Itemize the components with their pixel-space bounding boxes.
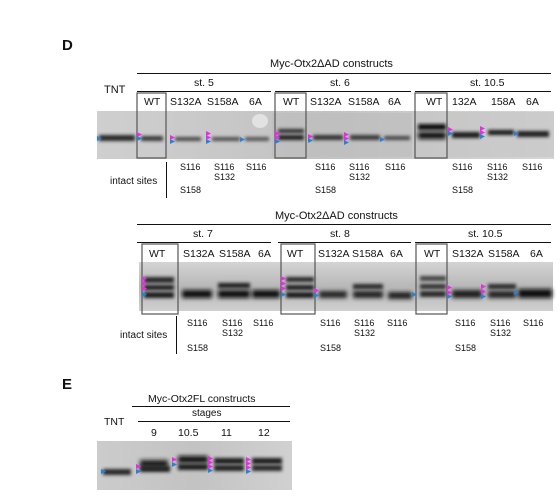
blot2-stage-2: st. 8	[330, 228, 350, 240]
blot1-stage-1: st. 5	[194, 77, 214, 89]
blot2-st7-sites-6a: S116	[253, 318, 274, 328]
blot1-stage-rule-2	[275, 91, 411, 92]
blot2-stage-1: st. 7	[193, 228, 213, 240]
blot1-st105-sites-s132a-1: S116	[452, 162, 473, 172]
panel-e-lane-label: 10.5	[178, 427, 199, 439]
blot1-tnt-label: TNT	[104, 84, 126, 96]
blot1-lane-label: WT	[144, 96, 161, 108]
blot1-st105-sites-s158a-1: S116	[487, 162, 508, 172]
blot1-stage-2: st. 6	[330, 77, 350, 89]
blot1-sites-s132a-2: S158	[180, 185, 202, 195]
blot1-st6-sites-s132a-1: S116	[315, 162, 336, 172]
blot1-lane-label: S158A	[207, 96, 239, 108]
blot2-st8-sites-s158a-1: S116	[354, 318, 375, 328]
blot2-lane-label: 6A	[258, 248, 271, 260]
blot1-lane-label: 6A	[388, 96, 401, 108]
blot2-st8-sites-s158a-2: S132	[354, 328, 376, 338]
blot2-st7-sites-s158a-1: S116	[222, 318, 243, 328]
panel-d-letter: D	[62, 37, 73, 54]
blot1-intact-bracket	[166, 162, 167, 198]
blot2-st105-sites-6a: S116	[523, 318, 544, 328]
blot1-st105-sites-s158a-2: S132	[487, 172, 509, 182]
blot2-stage-3: st. 10.5	[468, 228, 503, 240]
blot1-sites-6a: S116	[246, 162, 267, 172]
blot2-lane-label: WT	[424, 248, 441, 260]
blot2-lane-label: S158A	[488, 248, 520, 260]
blot1-intact-label: intact sites	[110, 176, 158, 187]
blot1-title-rule	[137, 73, 551, 74]
blot2-st7-sites-s158a-2: S132	[222, 328, 244, 338]
blot2-st105-sites-s132a-2: S158	[455, 343, 477, 353]
blot2-construct-title: Myc-Otx2ΔAD constructs	[275, 210, 398, 222]
panel-e-construct-title: Myc-Otx2FL constructs	[148, 393, 256, 405]
blot2-lane-label: S132A	[318, 248, 350, 260]
blot2-st8-sites-s132a-2: S158	[320, 343, 342, 353]
panel-e-stages-rule	[138, 421, 290, 422]
blot1-st105-sites-s132a-2: S158	[452, 185, 474, 195]
blot1-stage-3: st. 10.5	[470, 77, 505, 89]
blot1-lane-label: 158A	[491, 96, 516, 108]
blot1-lane-label: 6A	[249, 96, 262, 108]
blot2-lane-label: S158A	[219, 248, 251, 260]
blot1-lane-label: 6A	[526, 96, 539, 108]
panel-e-title-rule	[132, 406, 290, 407]
blot1-st6-sites-s158a-2: S132	[349, 172, 371, 182]
blot2-lane-label: 6A	[390, 248, 403, 260]
panel-e-lane-label: 12	[258, 427, 270, 439]
blot1-construct-title: Myc-Otx2ΔAD constructs	[270, 58, 393, 70]
blot1-stage-rule-1	[137, 91, 271, 92]
blot2-intact-label: intact sites	[120, 330, 168, 341]
panel-e-stages-label: stages	[192, 408, 222, 419]
blot1-sites-s132a-1: S116	[180, 162, 201, 172]
blot2-lane-label: S158A	[352, 248, 384, 260]
blot1-st6-sites-s132a-2: S158	[315, 185, 337, 195]
panel-e-lane-label: 9	[151, 427, 157, 439]
blot2-st8-sites-s132a-1: S116	[320, 318, 341, 328]
blot2-title-rule	[137, 224, 551, 225]
blot1-lane-label: 132A	[452, 96, 477, 108]
blot1-lane-label: S158A	[348, 96, 380, 108]
blot2-st105-sites-s132a-1: S116	[455, 318, 476, 328]
blot2-stage-rule-3	[415, 242, 551, 243]
blot2-stage-rule-2	[278, 242, 411, 243]
blot1-st105-sites-6a: S116	[522, 162, 543, 172]
blot2-lane-label: S132A	[183, 248, 215, 260]
blot2-lane-label: S132A	[452, 248, 484, 260]
blot1-lane-label: S132A	[310, 96, 342, 108]
blot1-lane-label: WT	[426, 96, 443, 108]
panel-e-letter: E	[62, 376, 73, 393]
blot1-stage-rule-3	[415, 91, 551, 92]
panel-e-lane-label: 11	[221, 427, 232, 439]
blot2-lane-label: 6A	[530, 248, 543, 260]
panel-e-tnt-label: TNT	[104, 416, 125, 428]
blot1-lane-label: S132A	[170, 96, 202, 108]
blot1-st6-sites-6a: S116	[385, 162, 406, 172]
blot2-st7-sites-s132a-1: S116	[187, 318, 208, 328]
blot1-st6-sites-s158a-1: S116	[349, 162, 370, 172]
blot1-sites-s158a-1: S116	[214, 162, 235, 172]
blot2-intact-bracket	[176, 316, 177, 354]
blot1-sites-s158a-2: S132	[214, 172, 236, 182]
blot2-lane-label: WT	[287, 248, 304, 260]
blot2-lane-label: WT	[149, 248, 166, 260]
blot2-st105-sites-s158a-1: S116	[490, 318, 511, 328]
blot1-lane-label: WT	[283, 96, 300, 108]
blot2-stage-rule-1	[137, 242, 271, 243]
blot2-st105-sites-s158a-2: S132	[490, 328, 512, 338]
blot2-st8-sites-6a: S116	[387, 318, 408, 328]
blot2-st7-sites-s132a-2: S158	[187, 343, 209, 353]
